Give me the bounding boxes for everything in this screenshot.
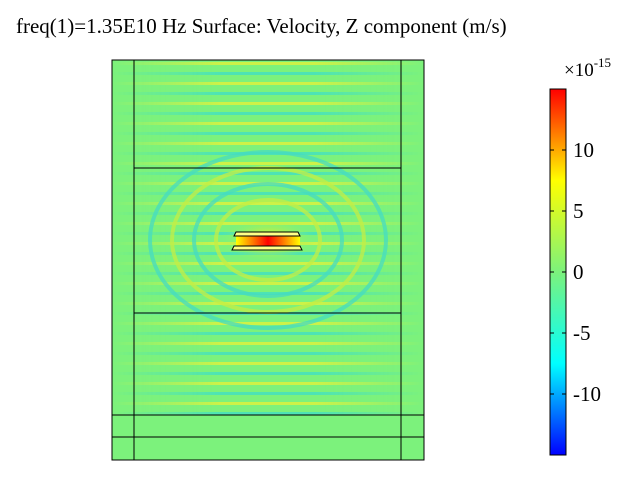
bottom-electrode: [231, 245, 303, 251]
colorbar-multiplier-exponent: -15: [594, 55, 611, 70]
colorbar-multiplier: ×10-15: [564, 55, 611, 81]
colorbar: 10 5 0 -5 -10 ×10-15: [549, 55, 611, 456]
colorbar-tick-label: -5: [573, 321, 591, 345]
colorbar-multiplier-base: ×10: [564, 60, 594, 81]
plot-title: freq(1)=1.35E10 Hz Surface: Velocity, Z …: [16, 14, 507, 38]
top-electrode: [233, 231, 301, 237]
surface-field: [112, 60, 424, 460]
wave-rings: [148, 150, 388, 330]
geometry-edges: [111, 59, 425, 461]
resonator: [231, 231, 303, 251]
resonator-core: [236, 236, 300, 246]
domain-outline: [111, 59, 425, 461]
colorbar-tick-label: 5: [573, 199, 584, 223]
colorbar-tick-label: 0: [573, 260, 584, 284]
colorbar-tick-label: -10: [573, 382, 601, 406]
colorbar-tick-label: 10: [573, 138, 594, 162]
colorbar-ticks: 10 5 0 -5 -10: [550, 138, 601, 406]
